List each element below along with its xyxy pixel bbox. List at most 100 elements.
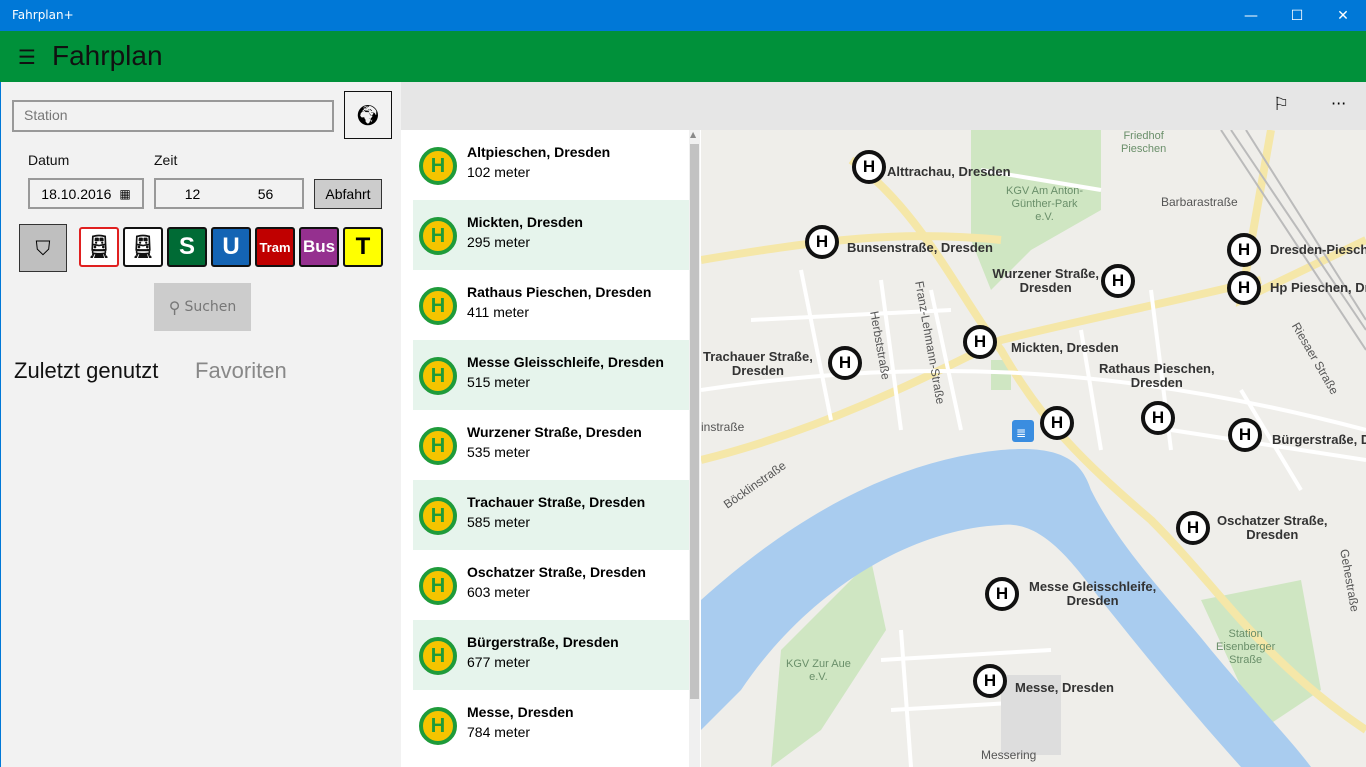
filter-s[interactable]: S [167,227,207,267]
marker-rathaus-pieschen[interactable]: H [1141,401,1175,435]
filter-train-1[interactable]: 🚆︎ [123,227,163,267]
station-name: Rathaus Pieschen, Dresden [467,284,652,300]
marker-label: Messe Gleisschleife, Dresden [1029,579,1157,608]
app-header: ☰ Fahrplan [0,31,1366,82]
filter-button[interactable]: ⛉ [19,224,67,272]
marker-label: Oschatzer Straße, Dresden [1217,513,1328,542]
list-item[interactable]: H Altpieschen, Dresden 102 meter [413,130,689,200]
window-title: Fahrplan+ [12,8,74,22]
bus-stop-icon: H [419,427,457,465]
bus-stop-icon: H [419,567,457,605]
bus-stop-icon: H [419,147,457,185]
list-item[interactable]: H Oschatzer Straße, Dresden 603 meter [413,550,689,620]
location-pin-icon[interactable]: ≣ [1016,426,1027,440]
marker-label: Rathaus Pieschen, Dresden [1099,361,1215,390]
marker-messe[interactable]: H [973,664,1007,698]
page-title: Fahrplan [52,40,163,71]
marker-label: Dresden-Piesch [1270,242,1366,257]
marker-buergerstrasse[interactable]: H [1228,418,1262,452]
marker-label: Bunsenstraße, Dresden [847,240,993,255]
filter-train-0[interactable]: 🚆︎ [79,227,119,267]
marker-label: Bürgerstraße, D [1272,432,1366,447]
marker-label: Trachauer Straße, Dresden [703,349,813,378]
station-name: Bürgerstraße, Dresden [467,634,619,650]
list-item[interactable]: H Messe Gleisschleife, Dresden 515 meter [413,340,689,410]
list-item[interactable]: H Rathaus Pieschen, Dresden 411 meter [413,270,689,340]
hour-picker[interactable]: 12 [154,178,230,209]
search-button-label: Suchen [184,299,237,315]
marker-dresden-pieschen[interactable]: H [1227,233,1261,267]
station-distance: 784 meter [467,724,531,740]
departure-toggle[interactable]: Abfahrt [314,179,382,209]
station-name: Messe Gleisschleife, Dresden [467,354,664,370]
marker-label: Alttrachau, Dresden [887,164,1011,179]
station-name: Messe, Dresden [467,704,574,720]
station-distance: 535 meter [467,444,531,460]
station-name: Wurzener Straße, Dresden [467,424,642,440]
more-button[interactable]: ··· [1331,94,1347,113]
street-label: instraße [701,420,745,434]
filter-tram[interactable]: Tram [255,227,295,267]
marker-alttrachau[interactable]: H [852,150,886,184]
marker-trachauer[interactable]: H [828,346,862,380]
scrollbar[interactable]: ▲ [689,130,700,767]
filter-label: U [222,233,240,260]
marker-label: Mickten, Dresden [1011,340,1119,355]
marker-label: Hp Pieschen, Dres [1270,280,1366,295]
filter-u[interactable]: U [211,227,251,267]
calendar-icon: ▦ [119,186,131,201]
bus-stop-icon: H [419,287,457,325]
close-button[interactable]: ✕ [1337,7,1349,24]
map-toolbar: ⚐ ··· [401,82,1366,130]
time-label: Zeit [154,152,178,168]
marker-hp-pieschen[interactable]: H [1227,271,1261,305]
maximize-button[interactable]: ☐ [1290,7,1304,24]
station-input[interactable]: Station [12,100,334,132]
station-name: Trachauer Straße, Dresden [467,494,646,510]
map-area-label: Friedhof Pieschen [1121,130,1167,155]
marker-oschatzer[interactable]: H [1176,511,1210,545]
scrollbar-thumb[interactable] [690,144,699,699]
date-picker[interactable]: 18.10.2016 ▦ [28,178,144,209]
marker-mickten[interactable]: H [963,325,997,359]
map-area-label: KGV Zur Aue e.V. [786,658,851,683]
date-label: Datum [28,152,70,168]
train-icon: 🚆︎ [85,234,113,259]
list-item[interactable]: H Trachauer Straße, Dresden 585 meter [413,480,689,550]
list-item[interactable]: H Bürgerstraße, Dresden 677 meter [413,620,689,690]
map-area-label: Station Eisenberger Straße [1216,628,1276,666]
tab-favorites[interactable]: Favoriten [195,358,287,383]
flag-icon[interactable]: ⚐ [1273,94,1290,115]
map-view[interactable]: Friedhof Pieschen KGV Am Anton- Günther-P… [701,130,1366,767]
marker-wurzener[interactable]: H [1101,264,1135,298]
marker-bunsenstrasse[interactable]: H [805,225,839,259]
locate-button[interactable]: 🌍︎ [344,91,392,139]
map-canvas [701,130,1366,767]
scroll-up-icon[interactable]: ▲ [690,130,697,139]
search-button[interactable]: ⚲ Suchen [154,283,251,331]
list-item[interactable]: H Messe, Dresden 784 meter [413,690,689,760]
filter-label: T [355,233,371,260]
station-distance: 603 meter [467,584,531,600]
marker-altpieschen[interactable]: H [1040,406,1074,440]
map-area-label: KGV Am Anton- Günther-Park e.V. [1006,185,1084,223]
marker-messe-gleisschleife[interactable]: H [985,577,1019,611]
station-name: Oschatzer Straße, Dresden [467,564,646,580]
list-item[interactable]: H Mickten, Dresden 295 meter [413,200,689,270]
filter-bus[interactable]: Bus [299,227,339,267]
bus-stop-icon: H [419,497,457,535]
minute-picker[interactable]: 56 [229,178,304,209]
list-item[interactable]: H Wurzener Straße, Dresden 535 meter [413,410,689,480]
station-distance: 677 meter [467,654,531,670]
station-name: Mickten, Dresden [467,214,583,230]
hamburger-icon[interactable]: ☰ [18,45,36,69]
filter-icon: ⛉ [35,236,51,260]
filter-label: Bus [302,237,336,256]
search-panel: Station 🌍︎ Datum Zeit 18.10.2016 ▦ 12 56 … [0,82,401,767]
filter-t[interactable]: T [343,227,383,267]
tab-recent[interactable]: Zuletzt genutzt [14,358,159,383]
station-distance: 515 meter [467,374,531,390]
station-distance: 102 meter [467,164,531,180]
minimize-button[interactable]: — [1244,7,1258,24]
title-bar: Fahrplan+ — ☐ ✕ [0,0,1366,31]
